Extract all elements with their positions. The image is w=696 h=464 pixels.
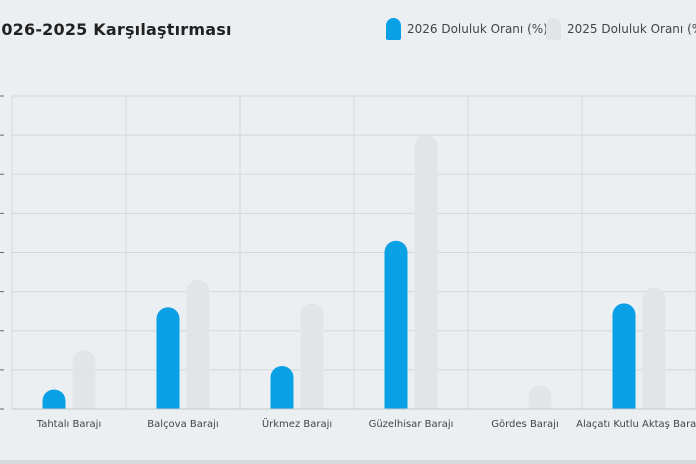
legend-item-2026[interactable]: 2026 Doluluk Oranı (%) [386, 18, 548, 40]
x-tick-label-4: Gördes Barajı [491, 419, 558, 430]
bar-2026-3 [384, 240, 408, 409]
bar-2026-1 [156, 307, 180, 409]
bar-2025-1 [186, 279, 210, 409]
x-tick-label-1: Balçova Barajı [147, 419, 218, 430]
legend-label-2026: 2026 Doluluk Oranı (%) [407, 22, 548, 36]
legend-label-2025: 2025 Doluluk Oranı (%) [567, 22, 696, 36]
x-tick-label-3: Güzelhisar Barajı [369, 419, 454, 430]
bar-2025-2 [300, 303, 324, 409]
bar-2026-0 [42, 389, 66, 409]
bar-2026-2 [270, 365, 294, 409]
legend-item-2025[interactable]: 2025 Doluluk Oranı (%) [546, 18, 696, 40]
chart-title: 2026-2025 Karşılaştırması [0, 20, 232, 39]
legend-swatch-2025 [546, 18, 561, 40]
bottom-scrollbar [0, 460, 696, 464]
x-tick-label-0: Tahtalı Barajı [36, 419, 102, 430]
bar-2025-3 [414, 135, 438, 409]
bar-2025-5 [642, 287, 666, 409]
legend-swatch-2026 [386, 18, 401, 40]
bar-2025-0 [72, 350, 96, 409]
x-tick-label-2: Ürkmez Barajı [262, 417, 332, 430]
bar-2026-5 [612, 303, 636, 409]
bar-2025-4 [528, 385, 552, 409]
x-tick-label-5: Alaçatı Kutlu Aktaş Barajı [576, 419, 696, 430]
